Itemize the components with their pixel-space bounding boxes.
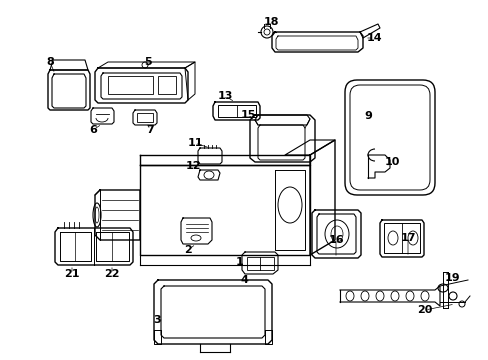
Bar	[108, 76, 153, 94]
Text: 9: 9	[364, 111, 371, 121]
Text: 17: 17	[400, 233, 415, 243]
Text: 16: 16	[327, 235, 343, 245]
Text: 3: 3	[153, 315, 161, 325]
Text: 8: 8	[46, 57, 54, 67]
Text: 22: 22	[104, 269, 120, 279]
Text: 2: 2	[184, 245, 191, 255]
Bar	[158, 76, 176, 94]
Text: 1: 1	[236, 257, 244, 267]
Bar	[383, 223, 419, 253]
Text: 4: 4	[240, 275, 247, 285]
Bar	[137, 113, 153, 122]
Text: 7: 7	[146, 125, 154, 135]
Text: 18: 18	[263, 17, 278, 27]
Text: 21: 21	[64, 269, 80, 279]
Text: 11: 11	[187, 138, 203, 148]
Text: 14: 14	[366, 33, 381, 43]
Bar	[246, 257, 273, 270]
Text: 12: 12	[185, 161, 201, 171]
Text: 15: 15	[240, 110, 255, 120]
Text: 5: 5	[144, 57, 151, 67]
Text: 6: 6	[89, 125, 97, 135]
Text: 19: 19	[443, 273, 459, 283]
Bar	[218, 105, 256, 117]
Text: 20: 20	[416, 305, 432, 315]
Text: 13: 13	[217, 91, 232, 101]
Text: 10: 10	[384, 157, 399, 167]
